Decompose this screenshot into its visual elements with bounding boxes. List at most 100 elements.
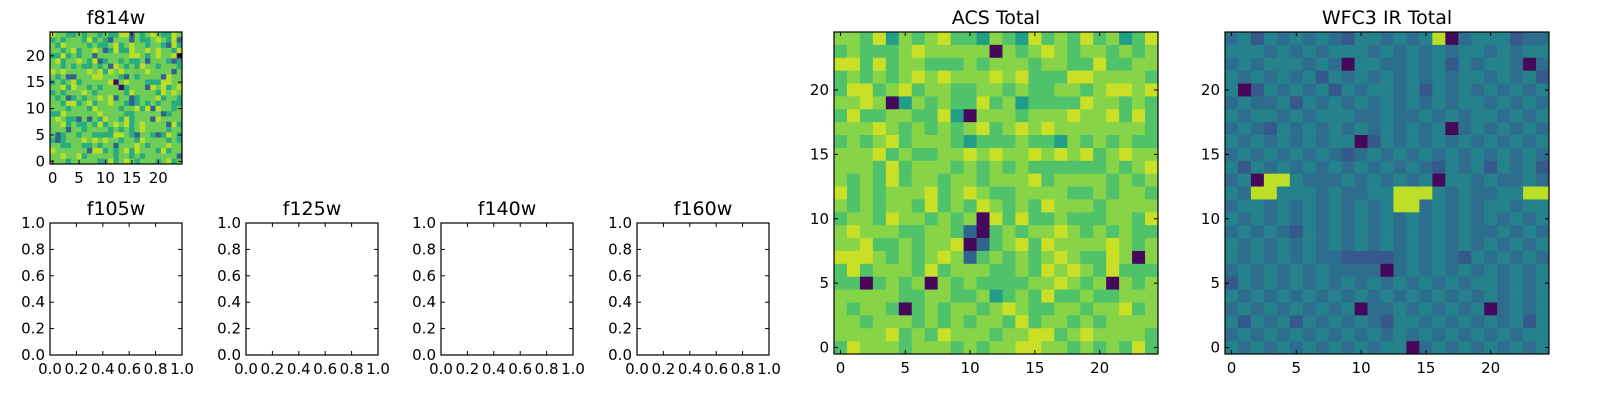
f140w-xtick-label-3: 0.6 [508,360,532,378]
acs-total-cell-10-1 [846,212,861,226]
f814w-cell-21-9 [97,47,104,54]
wfc3-ir-total-cell-1-8 [1328,328,1342,342]
f814w-cell-14-17 [139,84,146,91]
acs-total-cell-13-8 [937,173,951,187]
f814w-cell-21-15 [129,47,135,54]
acs-total-cell-1-18 [1067,328,1081,342]
wfc3-ir-total-cell-13-11 [1367,173,1381,187]
wfc3-ir-total-cell-14-17 [1445,160,1459,175]
f814w-cell-7-7 [86,121,93,128]
acs-total-cell-3-8 [937,302,951,316]
acs-total-cell-11-24 [1145,199,1159,213]
f814w-cell-17-5 [76,68,83,75]
f814w-cell-14-7 [86,84,93,91]
f814w-cell-24-8 [92,32,98,38]
wfc3-ir-total-cell-2-0 [1225,315,1239,329]
f814w-cell-22-10 [102,42,109,49]
acs-total-cell-23-17 [1054,44,1068,59]
wfc3-ir-total-cell-20-21 [1497,83,1511,97]
wfc3-ir-total-cell-18-5 [1289,109,1304,123]
f814w-cell-13-6 [81,90,88,96]
f814w-cell-22-2 [60,42,67,49]
wfc3-ir-total-cell-2-13 [1393,315,1407,329]
f814w-cell-23-12 [113,37,119,43]
f814w-cell-0-23 [171,158,178,165]
acs-total-cell-21-11 [976,70,990,84]
wfc3-ir-total-cell-19-20 [1484,96,1498,110]
f814w-cell-9-0 [50,111,56,117]
wfc3-ir-total-cell-17-17 [1445,122,1459,136]
acs-total-cell-21-8 [937,70,951,84]
wfc3-ir-total-cell-9-22 [1510,225,1524,239]
f814w-cell-13-12 [113,90,119,96]
f814w-cell-23-3 [65,37,72,43]
f814w-cell-15-15 [129,79,135,86]
acs-total-cell-0-22 [1119,341,1133,355]
wfc3-ir-total-cell-3-22 [1510,302,1524,316]
wfc3-ir-total-cell-12-23 [1523,186,1537,200]
f814w-cell-17-10 [102,68,109,75]
wfc3-ir-total-cell-14-21 [1497,160,1511,175]
f814w-cell-16-5 [76,74,83,80]
acs-total-cell-17-12 [989,122,1003,136]
wfc3-ir-total-cell-2-2 [1250,315,1265,329]
wfc3-ir-total-cell-0-15 [1419,341,1433,355]
f814w-cell-9-20 [155,111,162,117]
acs-total-cell-23-0 [834,44,848,59]
f814w-cell-7-20 [155,121,162,128]
f814w-cell-24-22 [166,32,172,38]
wfc3-ir-total-cell-4-4 [1276,289,1291,303]
f814w-cell-20-9 [97,53,104,59]
wfc3-ir-total-cell-6-10 [1354,263,1368,278]
acs-total-cell-4-7 [924,289,939,303]
wfc3-ir-total-cell-8-5 [1289,238,1304,252]
acs-total-cell-15-17 [1054,147,1068,162]
wfc3-ir-total-cell-7-1 [1237,250,1252,265]
wfc3-ir-total-cell-15-5 [1289,147,1304,162]
acs-total-cell-12-0 [834,186,848,200]
acs-total-cell-20-18 [1067,83,1081,97]
acs-total-cell-17-5 [898,122,913,136]
acs-total-cell-18-20 [1093,109,1107,123]
f814w-cell-6-16 [134,127,141,133]
acs-total-cell-23-6 [911,44,926,59]
f814w-cell-6-6 [81,127,88,133]
wfc3-ir-total-cell-24-4 [1276,32,1291,46]
wfc3-ir-total-cell-5-13 [1393,276,1407,290]
acs-total-cell-5-6 [911,276,926,290]
acs-total-cell-13-11 [976,173,990,187]
acs-total-cell-10-15 [1028,212,1042,226]
f814w-cell-19-3 [65,58,72,65]
f814w-cell-19-2 [60,58,67,65]
f814w-cell-15-10 [102,79,109,86]
wfc3-ir-total-cell-13-7 [1315,173,1330,187]
acs-total-cell-11-23 [1132,199,1146,213]
wfc3-ir-total-cell-13-6 [1302,173,1317,187]
f814w-cell-16-16 [134,74,141,80]
acs-total-cell-7-5 [898,250,913,265]
acs-total-cell-22-14 [1015,57,1029,71]
acs-total-cell-13-21 [1106,173,1120,187]
acs-total-cell-22-0 [834,57,848,71]
f814w-cell-20-15 [129,53,135,59]
acs-total-cell-9-21 [1106,225,1120,239]
acs-total-cell-15-13 [1002,147,1016,162]
f814w-cell-6-0 [50,127,56,133]
f814w-cell-14-15 [129,84,135,91]
wfc3-ir-total-cell-8-21 [1497,238,1511,252]
wfc3-ir-total-cell-7-18 [1458,250,1472,265]
wfc3-ir-total-cell-13-18 [1458,173,1472,187]
wfc3-ir-total-cell-17-19 [1471,122,1485,136]
f814w-cell-16-20 [155,74,162,80]
wfc3-ir-total-cell-21-24 [1536,70,1550,84]
wfc3-ir-total-cell-11-21 [1497,199,1511,213]
wfc3-ir-total-cell-15-0 [1225,147,1239,162]
acs-total-cell-20-15 [1028,83,1042,97]
f160w-xtick-label-5: 1.0 [757,360,781,378]
acs-total-cell-16-23 [1132,135,1146,149]
acs-total-cell-24-10 [963,32,977,46]
acs-total-cell-7-14 [1015,250,1029,265]
f814w-cell-6-10 [102,127,109,133]
